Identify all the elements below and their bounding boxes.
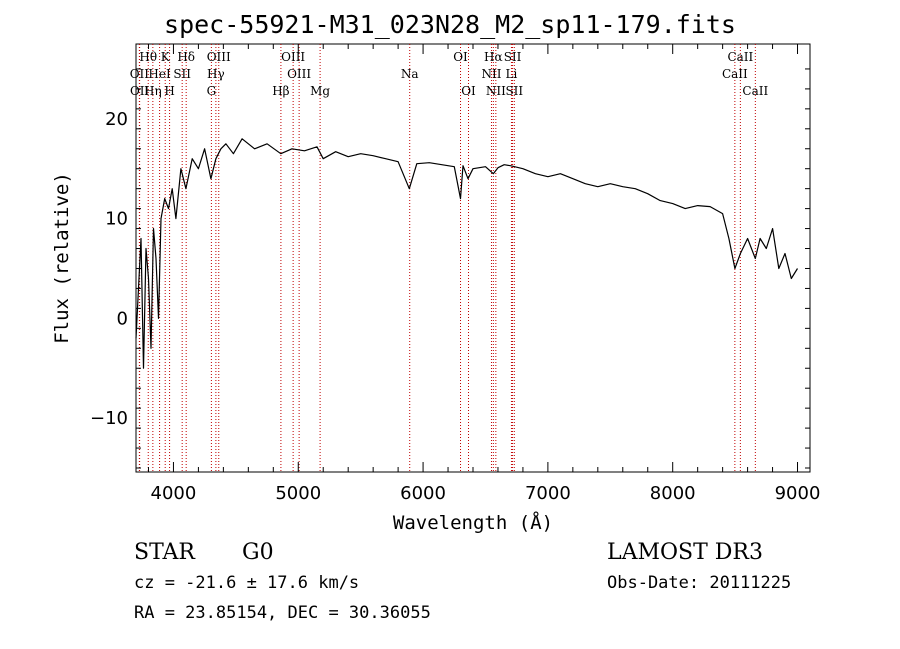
line-label: Hβ [272, 84, 289, 98]
spectrum-series [135, 138, 799, 369]
line-label: G [207, 84, 217, 98]
coordinates-label: RA = 23.85154, DEC = 30.36055 [134, 603, 431, 623]
line-label: Hθ [139, 50, 157, 64]
line-label: H [164, 84, 174, 98]
line-label: SII [505, 84, 523, 98]
line-label: HeI [148, 67, 171, 81]
x-tick-label: 9000 [775, 483, 821, 504]
redshift-label: cz = -21.6 ± 17.6 km/s [134, 573, 360, 593]
x-tick-label: 7000 [525, 483, 571, 504]
line-label: OI [453, 50, 468, 64]
line-label: Li [506, 67, 518, 81]
line-label: OII [130, 84, 150, 98]
y-tick-label: 10 [105, 209, 128, 230]
line-label: Hγ [207, 67, 225, 81]
y-tick-label: 20 [105, 109, 128, 130]
line-label: CaII [742, 84, 768, 98]
y-tick-label: −10 [90, 408, 128, 429]
line-label: NII [486, 84, 506, 98]
spectral-line-markers [138, 44, 756, 472]
x-tick-label: 4000 [151, 483, 197, 504]
axis-ticks [136, 44, 810, 472]
y-axis-label: Flux (relative) [51, 172, 73, 344]
line-label: Na [401, 67, 419, 81]
x-tick-label: 6000 [400, 483, 446, 504]
subclass-label: G0 [242, 540, 274, 565]
plot-title: spec-55921-M31_023N28_M2_sp11-179.fits [164, 10, 736, 39]
line-label: OII [130, 67, 150, 81]
line-label: NII [481, 67, 501, 81]
axis-tick-labels: 4000 5000 6000 7000 8000 9000 −10 0 10 20 [90, 109, 820, 504]
survey-label: LAMOST DR3 [607, 540, 763, 565]
plot-frame [135, 43, 811, 473]
x-axis-label: Wavelength (Å) [393, 511, 553, 534]
y-tick-label: 0 [117, 308, 128, 329]
line-label: Mg [310, 84, 330, 98]
line-label: CaII [727, 50, 753, 64]
x-tick-label: 8000 [650, 483, 696, 504]
line-label: SII [173, 67, 191, 81]
class-label: STAR [134, 540, 195, 565]
line-label: OIII [207, 50, 231, 64]
line-label: SII [504, 50, 522, 64]
line-label: OI [461, 84, 476, 98]
line-label: Hη [144, 84, 162, 98]
line-label: K [161, 50, 171, 64]
line-label: Hα [484, 50, 503, 64]
spectrum-line [135, 138, 799, 369]
obs-date-label: Obs-Date: 20111225 [607, 573, 792, 593]
line-label: CaII [722, 67, 748, 81]
line-label: OIII [281, 50, 305, 64]
line-label: Hδ [177, 50, 195, 64]
x-tick-label: 5000 [275, 483, 321, 504]
line-label: OIII [287, 67, 311, 81]
